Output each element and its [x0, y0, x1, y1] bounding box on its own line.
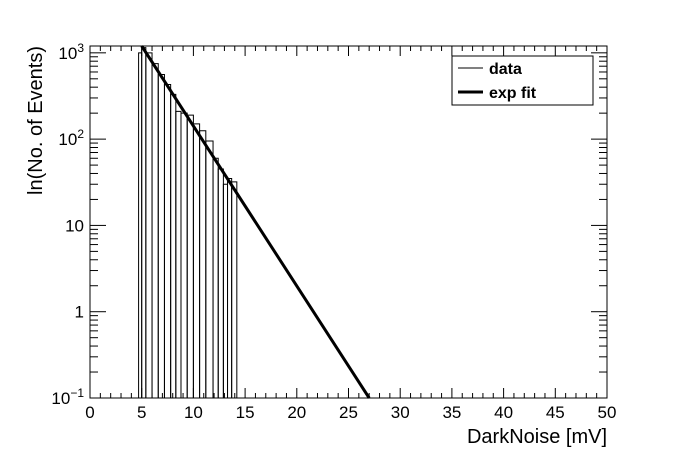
- x-tick-label: 10: [184, 403, 203, 422]
- y-tick-label: 103: [58, 41, 84, 63]
- legend-box: [451, 55, 594, 106]
- y-tick-label: 10−1: [51, 386, 84, 408]
- data-bin-17: [231, 181, 238, 398]
- x-tick-label: 0: [85, 403, 94, 422]
- y-axis-title: ln(No. of Events): [25, 46, 47, 195]
- exp-fit-line: [140, 45, 371, 399]
- plot-frame: [89, 45, 608, 399]
- legend: data exp fit: [451, 55, 594, 106]
- x-tick-label: 25: [339, 403, 358, 422]
- x-tick-label: 40: [494, 403, 513, 422]
- x-tick-label: 35: [442, 403, 461, 422]
- x-tick-label: 5: [137, 403, 146, 422]
- y-tick-label: 1: [75, 303, 84, 322]
- legend-label-exp-fit: exp fit: [489, 85, 537, 102]
- x-tick-label: 30: [391, 403, 410, 422]
- y-tick-label: 10: [65, 216, 84, 235]
- x-tick-label: 20: [287, 403, 306, 422]
- y-tick-label: 102: [58, 127, 84, 149]
- x-tick-label: 45: [546, 403, 565, 422]
- legend-label-data: data: [489, 61, 522, 78]
- plot-layer: [138, 45, 371, 399]
- x-tick-label: 50: [598, 403, 617, 422]
- x-tick-label: 15: [236, 403, 255, 422]
- x-axis-title: DarkNoise [mV]: [467, 426, 607, 448]
